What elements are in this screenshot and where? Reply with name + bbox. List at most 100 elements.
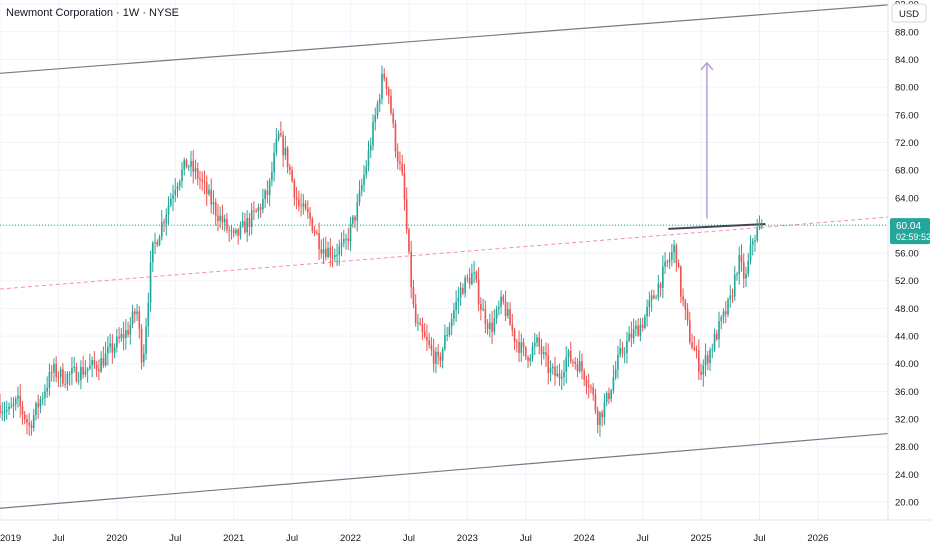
candle-body — [210, 189, 213, 205]
candle — [437, 344, 439, 365]
candle-body — [307, 208, 309, 213]
resistance-line[interactable] — [668, 223, 766, 230]
candle — [230, 225, 233, 240]
projection-arrow-head[interactable] — [700, 61, 714, 71]
candle-body — [315, 232, 318, 234]
candle-body — [226, 218, 228, 230]
candle — [542, 346, 545, 360]
currency-label: USD — [899, 9, 919, 20]
candle-body — [704, 355, 707, 366]
candle-body — [680, 266, 682, 297]
candle — [212, 190, 215, 215]
candle-body — [574, 361, 577, 365]
dashed-trendline[interactable] — [0, 216, 889, 290]
candle — [628, 326, 630, 343]
candle — [556, 365, 559, 378]
candle — [430, 337, 433, 356]
channel-upper-line[interactable] — [0, 4, 889, 74]
candle-body — [376, 103, 379, 116]
candle-body — [480, 304, 482, 310]
candle — [313, 225, 316, 237]
candle-body — [250, 210, 253, 227]
candle — [174, 178, 177, 203]
candle — [113, 343, 116, 359]
candle — [374, 107, 377, 131]
candle-body — [540, 346, 543, 355]
candle-body — [457, 297, 460, 302]
candle — [560, 369, 563, 391]
candle — [547, 343, 550, 385]
candle-body — [585, 380, 588, 386]
candle-body — [473, 272, 475, 274]
candle-body — [336, 254, 338, 256]
candle-body — [756, 228, 759, 241]
candle — [489, 313, 491, 338]
candle — [453, 302, 455, 326]
candle-body — [412, 287, 415, 305]
candle — [459, 281, 462, 306]
candle — [307, 200, 309, 219]
candle-body — [381, 73, 383, 99]
candle — [403, 163, 406, 211]
currency-badge[interactable] — [891, 3, 927, 23]
y-tick-label: 28.00 — [895, 442, 919, 453]
price-axis[interactable] — [888, 0, 932, 550]
candle — [340, 232, 343, 257]
channel-lower-line[interactable] — [0, 432, 889, 509]
candle — [605, 390, 608, 407]
y-tick-label: 72.00 — [895, 138, 919, 149]
candle — [619, 338, 621, 358]
x-tick-label: Jul — [753, 533, 765, 544]
candle-body — [151, 242, 154, 263]
candle-body — [596, 410, 599, 425]
y-tick-label: 76.00 — [895, 110, 919, 121]
candle — [493, 309, 496, 335]
candle-body — [28, 422, 31, 426]
candle-body — [702, 365, 705, 375]
candle — [684, 298, 687, 320]
candle — [86, 367, 89, 383]
drawings[interactable] — [0, 4, 889, 509]
candle — [73, 357, 75, 373]
candle-body — [84, 371, 87, 375]
candle-body — [475, 272, 478, 280]
candle — [601, 410, 604, 427]
candle-body — [93, 359, 96, 365]
candle — [594, 388, 597, 414]
candle-body — [86, 368, 89, 372]
candle — [262, 188, 264, 214]
candle-body — [697, 350, 700, 372]
candle — [632, 318, 635, 344]
candle-body — [455, 301, 457, 311]
candle-body — [565, 357, 568, 372]
candle — [345, 233, 347, 250]
candle-body — [751, 240, 754, 245]
candle-body — [311, 218, 314, 232]
candle — [630, 321, 633, 347]
candle — [448, 322, 451, 338]
candle — [462, 283, 464, 296]
candle — [477, 267, 480, 311]
candle-body — [601, 412, 604, 418]
time-axis[interactable] — [0, 520, 932, 550]
chart-title[interactable]: Newmont Corporation · 1W · NYSE — [6, 7, 179, 19]
candle — [68, 370, 71, 386]
candle — [387, 86, 390, 104]
candle-body — [686, 309, 689, 321]
candle-body — [639, 324, 642, 336]
candle — [673, 240, 675, 264]
candle — [529, 353, 532, 367]
candle — [268, 177, 271, 207]
candle-body — [657, 283, 660, 298]
candle — [289, 163, 291, 176]
candle — [66, 371, 69, 391]
candle-body — [365, 166, 368, 175]
candle-body — [329, 247, 332, 257]
candle — [5, 400, 8, 420]
candle-body — [201, 179, 204, 182]
candle — [8, 402, 10, 416]
candle-body — [542, 352, 545, 355]
